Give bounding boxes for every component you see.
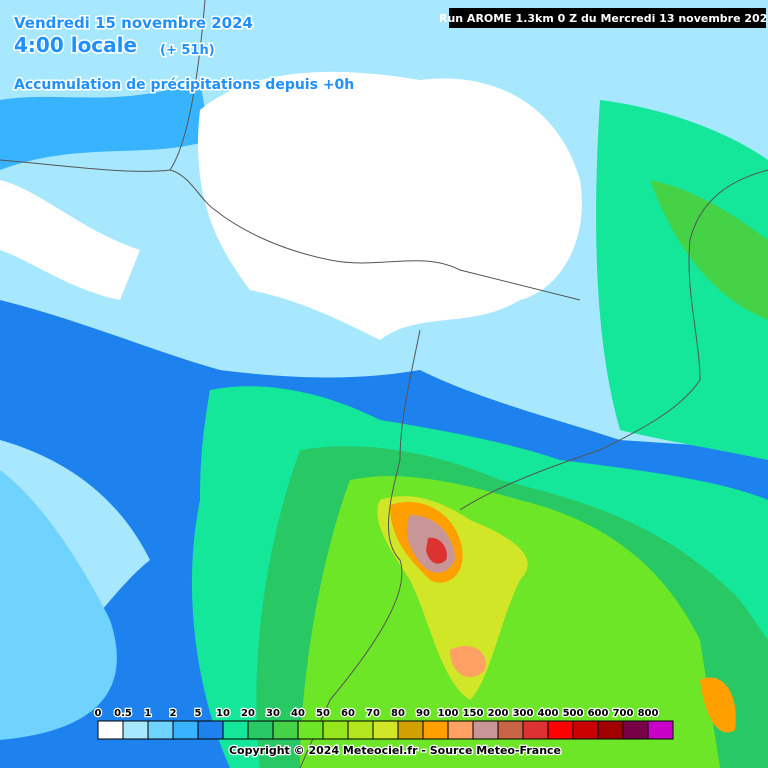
legend-swatch — [97, 720, 124, 740]
run-info: Run AROME 1.3km 0 Z du Mercredi 13 novem… — [439, 12, 768, 25]
legend-label: 80 — [391, 708, 405, 719]
legend: 0 0.5 1 2 5 10 20 30 40 50 60 70 80 90 100 150 200 300 400… — [93, 707, 674, 740]
legend-swatch — [397, 720, 424, 740]
date: Vendredi 15 novembre 2024 — [14, 14, 253, 32]
legend-swatch — [647, 720, 674, 740]
legend-label: 400 — [538, 708, 559, 719]
legend-label: 0.5 — [114, 708, 132, 719]
legend-label: 2 — [170, 708, 177, 719]
legend-swatch — [597, 720, 624, 740]
legend-swatch — [272, 720, 299, 740]
legend-label: 20 — [241, 708, 255, 719]
legend-label: 200 — [488, 708, 509, 719]
legend-label: 70 — [366, 708, 380, 719]
legend-label: 700 — [613, 708, 634, 719]
legend-label: 100 — [438, 708, 459, 719]
legend-swatch — [497, 720, 524, 740]
lead-time: (+ 51h) — [160, 43, 215, 58]
legend-label: 500 — [563, 708, 584, 719]
legend-label: 10 — [216, 708, 230, 719]
legend-swatch — [547, 720, 574, 740]
legend-swatch — [197, 720, 224, 740]
legend-label: 0 — [95, 708, 102, 719]
legend-swatch — [247, 720, 274, 740]
legend-swatch — [472, 720, 499, 740]
legend-swatch — [522, 720, 549, 740]
legend-label: 30 — [266, 708, 280, 719]
legend-swatch — [222, 720, 249, 740]
legend-label: 800 — [638, 708, 659, 719]
legend-label: 60 — [341, 708, 355, 719]
legend-swatch — [172, 720, 199, 740]
legend-swatch — [347, 720, 374, 740]
legend-swatch — [447, 720, 474, 740]
legend-label: 90 — [416, 708, 430, 719]
legend-label: 600 — [588, 708, 609, 719]
copyright: Copyright © 2024 Meteociel.fr - Source M… — [229, 744, 561, 757]
legend-label: 40 — [291, 708, 305, 719]
legend-label: 50 — [316, 708, 330, 719]
run-banner — [449, 8, 766, 28]
field-title: Accumulation de précipitations depuis +0… — [14, 77, 354, 93]
time: 4:00 locale — [14, 33, 137, 57]
legend-swatch — [372, 720, 399, 740]
legend-swatch — [622, 720, 649, 740]
legend-swatch — [322, 720, 349, 740]
legend-swatch — [422, 720, 449, 740]
legend-label: 150 — [463, 708, 484, 719]
legend-label: 5 — [195, 708, 202, 719]
legend-swatch — [147, 720, 174, 740]
legend-label: 1 — [145, 708, 152, 719]
legend-swatch — [122, 720, 149, 740]
legend-swatch — [297, 720, 324, 740]
legend-label: 300 — [513, 708, 534, 719]
legend-swatch — [572, 720, 599, 740]
